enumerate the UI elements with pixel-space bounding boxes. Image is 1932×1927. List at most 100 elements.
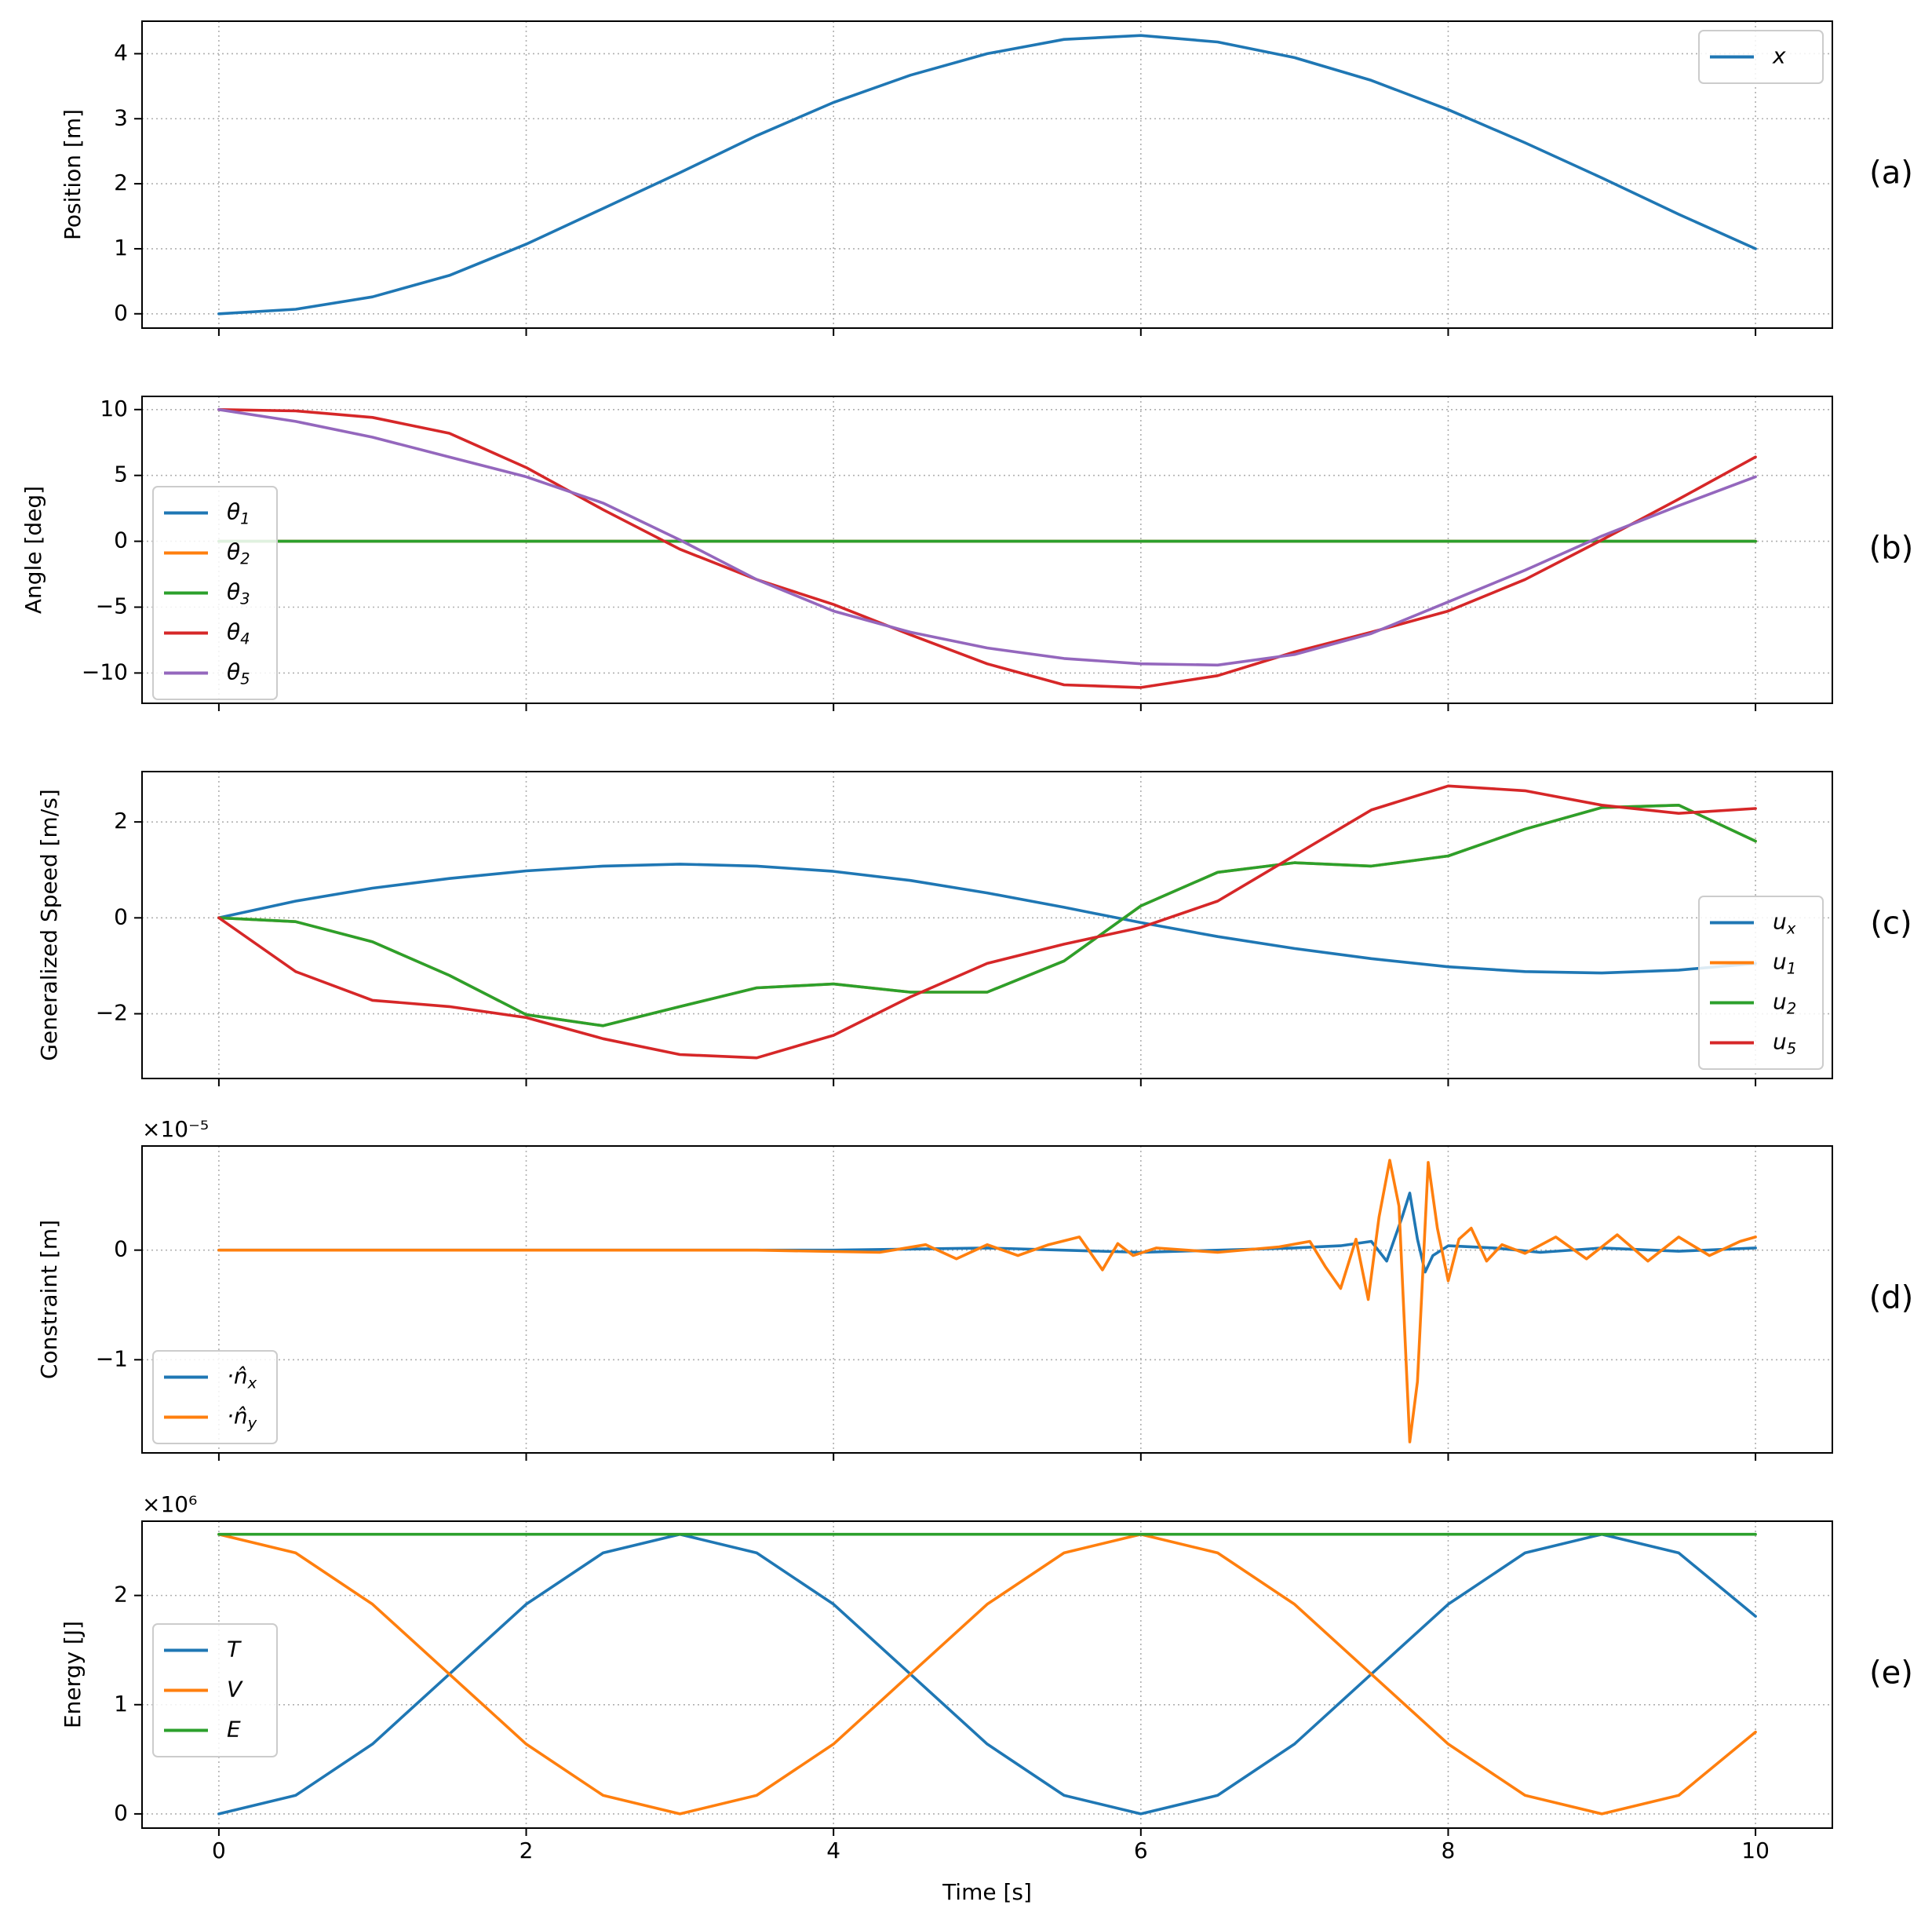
legend-label-base: θ (227, 579, 240, 605)
x-tick-label: 10 (1741, 1838, 1770, 1863)
legend-label-ux: ux (1773, 909, 1796, 938)
panel-label: (a) (1869, 155, 1913, 192)
panel-a: 0 1 2 3 4 Position [m] (a) x (60, 20, 1913, 336)
y-axis-label: Energy [J] (60, 1621, 86, 1728)
axes-frame-c (141, 771, 1833, 1079)
y-axis-label: Generalized Speed [m/s] (36, 789, 62, 1061)
series-line-theta4 (217, 407, 1757, 689)
legend-label-subscript: x (247, 1374, 257, 1392)
panel-label: (d) (1869, 1280, 1914, 1316)
x-tick-label: 8 (1442, 1838, 1456, 1863)
legend-label-base: E (227, 1717, 241, 1743)
legend-frame (152, 1623, 278, 1757)
legend-label-base: u (1773, 949, 1787, 975)
y-tick-label: −1 (96, 1345, 128, 1371)
legend-label-subscript: 5 (240, 670, 250, 688)
legend-label-theta2: θ2 (227, 539, 250, 568)
y-axis-label: Position [m] (60, 109, 86, 240)
series-group-a (217, 34, 1757, 316)
y-tick-label: −10 (82, 659, 128, 684)
legend-label-base: θ (227, 659, 240, 685)
series-group-e (217, 1532, 1757, 1816)
legend-label-u1: u1 (1773, 949, 1796, 978)
series-line-V (217, 1532, 1757, 1816)
axes-frame-d (141, 1145, 1833, 1454)
series-line-theta5 (217, 407, 1757, 667)
legend-label-x: x (1772, 43, 1786, 69)
y-tick-label: 5 (114, 462, 128, 487)
axis-scale-label: ×10⁻⁵ (142, 1116, 209, 1142)
y-axis-label: Constraint [m] (36, 1220, 62, 1379)
y-tick-label: 2 (114, 1582, 128, 1608)
y-axis-label: Angle [deg] (20, 486, 46, 614)
legend-label-base: T (227, 1637, 242, 1662)
legend-label-subscript: 2 (1787, 999, 1796, 1017)
legend-label-subscript: 1 (240, 509, 250, 527)
legend-label-subscript: 1 (1787, 959, 1796, 977)
legend-label-ny: ·n̂y (227, 1403, 257, 1432)
y-tick-label: 4 (114, 39, 128, 65)
axes-frame-b (141, 396, 1833, 704)
x-tick-label: 2 (519, 1838, 534, 1863)
legend-label-V: V (227, 1677, 243, 1703)
legend-label-base: V (227, 1677, 243, 1703)
panel-label: (c) (1870, 906, 1912, 942)
series-group-b (217, 407, 1757, 689)
y-tick-label: 2 (114, 170, 128, 195)
legend-d: ·n̂x ·n̂y (152, 1350, 278, 1444)
legend-label-base: θ (227, 539, 240, 565)
panel-d: −1 0 Constraint [m] ×10⁻⁵ (d) ·n̂x ·n̂y (36, 1116, 1913, 1461)
y-tick-label: 3 (114, 104, 128, 130)
grid-e (142, 1521, 1832, 1828)
y-tick-label: 0 (114, 903, 128, 929)
legend-label-subscript: x (1786, 919, 1796, 937)
legend-label-base: θ (227, 619, 240, 645)
x-tick-label: 6 (1134, 1838, 1148, 1863)
legend-frame (152, 486, 278, 700)
legend-label-subscript: y (247, 1414, 257, 1432)
axes-frame-e (141, 1520, 1833, 1829)
series-group-c (217, 784, 1757, 1060)
legend-label-u2: u2 (1773, 989, 1796, 1018)
y-tick-label: −5 (96, 593, 128, 619)
legend-frame (152, 1350, 278, 1444)
legend-label-subscript: 5 (1787, 1039, 1796, 1057)
legend-label-base: u (1773, 1029, 1787, 1055)
y-tick-label: −2 (96, 1000, 128, 1026)
series-line-T (217, 1532, 1757, 1816)
x-tick-label: 4 (826, 1838, 840, 1863)
panel-label: (e) (1869, 1655, 1913, 1692)
legend-frame (1698, 896, 1824, 1070)
series-line-ny (217, 1159, 1757, 1443)
y-tick-label: 0 (114, 1800, 128, 1826)
x-tick-label: 0 (212, 1838, 226, 1863)
legend-label-T: T (227, 1637, 242, 1662)
legend-label-nx: ·n̂x (227, 1363, 257, 1392)
y-tick-label: 0 (114, 1236, 128, 1262)
panel-e: 0 1 2 0 2 4 6 8 10 Energy [J] ×10⁶ (e) TVE (60, 1491, 1913, 1863)
legend-label-E: E (227, 1717, 241, 1743)
series-group-d (217, 1159, 1757, 1443)
y-tick-label: 1 (114, 235, 128, 261)
panel-label: (b) (1869, 531, 1914, 567)
x-axis-label: Time [s] (942, 1879, 1032, 1905)
y-tick-label: 2 (114, 808, 128, 834)
legend-label-theta5: θ5 (227, 659, 250, 688)
legend-label-subscript: 3 (240, 589, 250, 608)
legend-label-subscript: 4 (240, 630, 250, 648)
axes-frame-a (141, 20, 1833, 329)
legend-label-theta1: θ1 (227, 499, 250, 528)
y-tick-label: 1 (114, 1691, 128, 1717)
axis-scale-label: ×10⁶ (142, 1491, 197, 1517)
grid-a (142, 21, 1832, 328)
legend-a: x (1698, 30, 1824, 84)
y-tick-label: 10 (100, 396, 128, 422)
legend-label-theta3: θ3 (227, 579, 250, 608)
legend-label-base: u (1773, 909, 1787, 935)
